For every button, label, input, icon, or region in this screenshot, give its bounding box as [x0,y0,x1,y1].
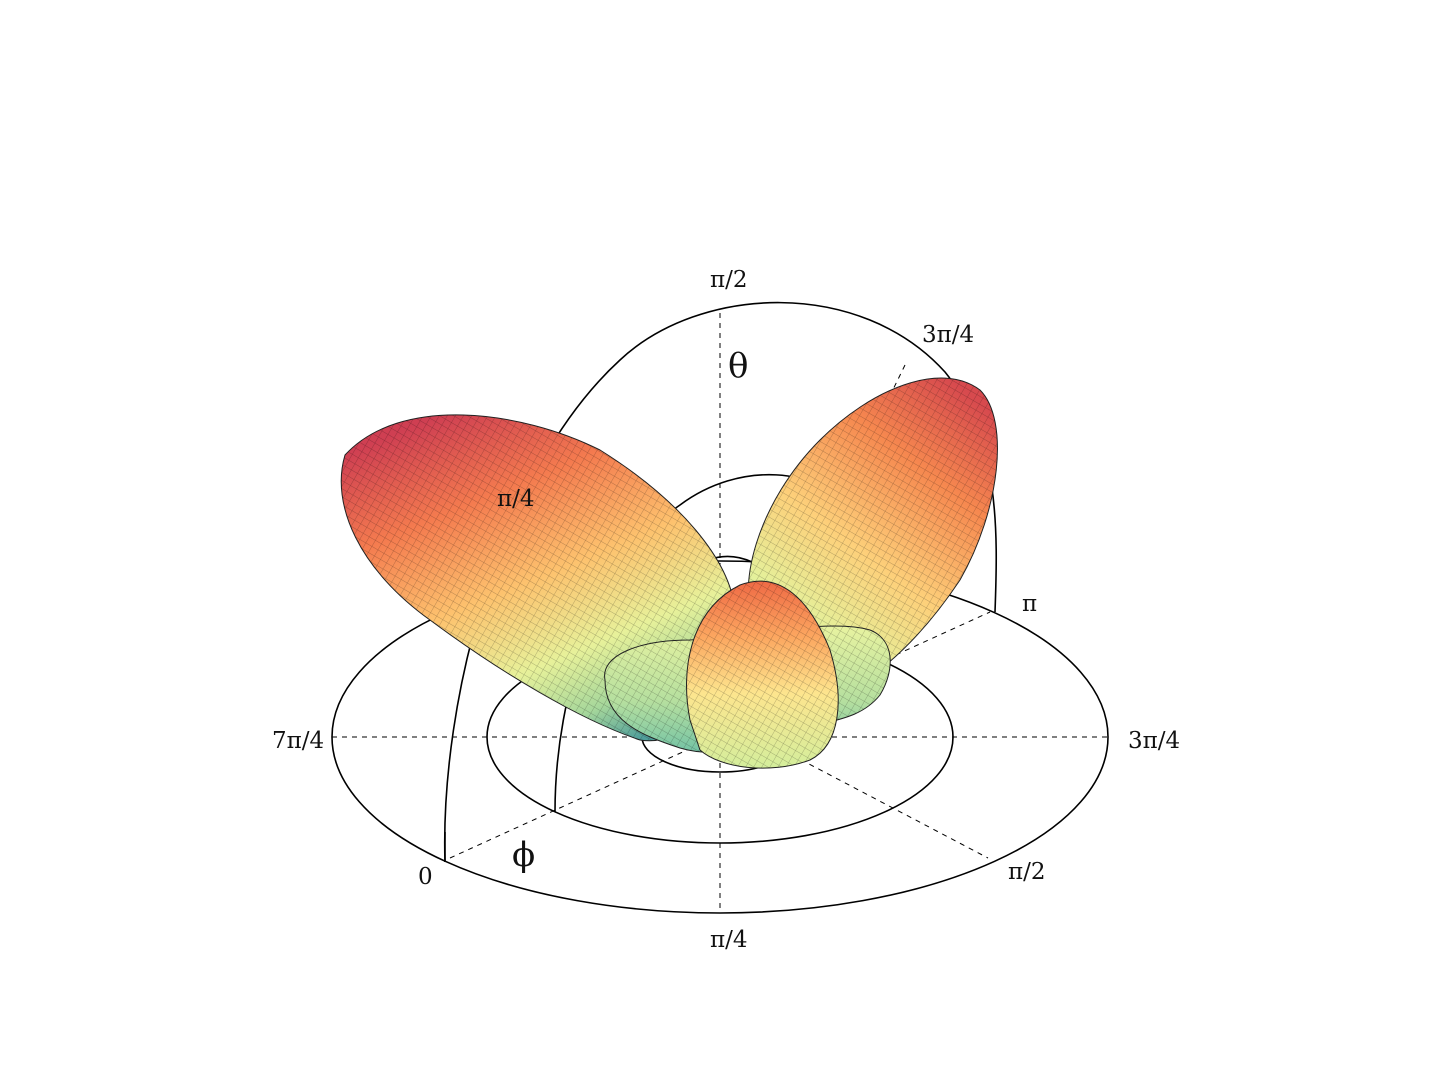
elevation-label-pi: π [1022,591,1037,617]
center-lobe [686,580,839,769]
azimuth-label-pi2: π/2 [1008,859,1046,885]
elevation-labels: π/4 π/2 3π/4 π [497,267,1037,617]
harmonic-surface [340,377,998,769]
elevation-label-pi4: π/4 [497,486,535,512]
azimuth-label-pi4: π/4 [710,927,748,953]
elevation-label-pi2: π/2 [710,267,748,293]
azimuth-labels: 0 π/4 π/2 3π/4 7π/4 [272,728,1180,953]
azimuth-label-0: 0 [418,864,433,890]
phi-axis-label: ϕ [512,835,535,875]
theta-axis-label: θ [728,346,748,386]
elevation-label-3pi4: 3π/4 [922,322,974,348]
azimuth-label-7pi4: 7π/4 [272,728,324,754]
azimuth-label-3pi4: 3π/4 [1128,728,1180,754]
